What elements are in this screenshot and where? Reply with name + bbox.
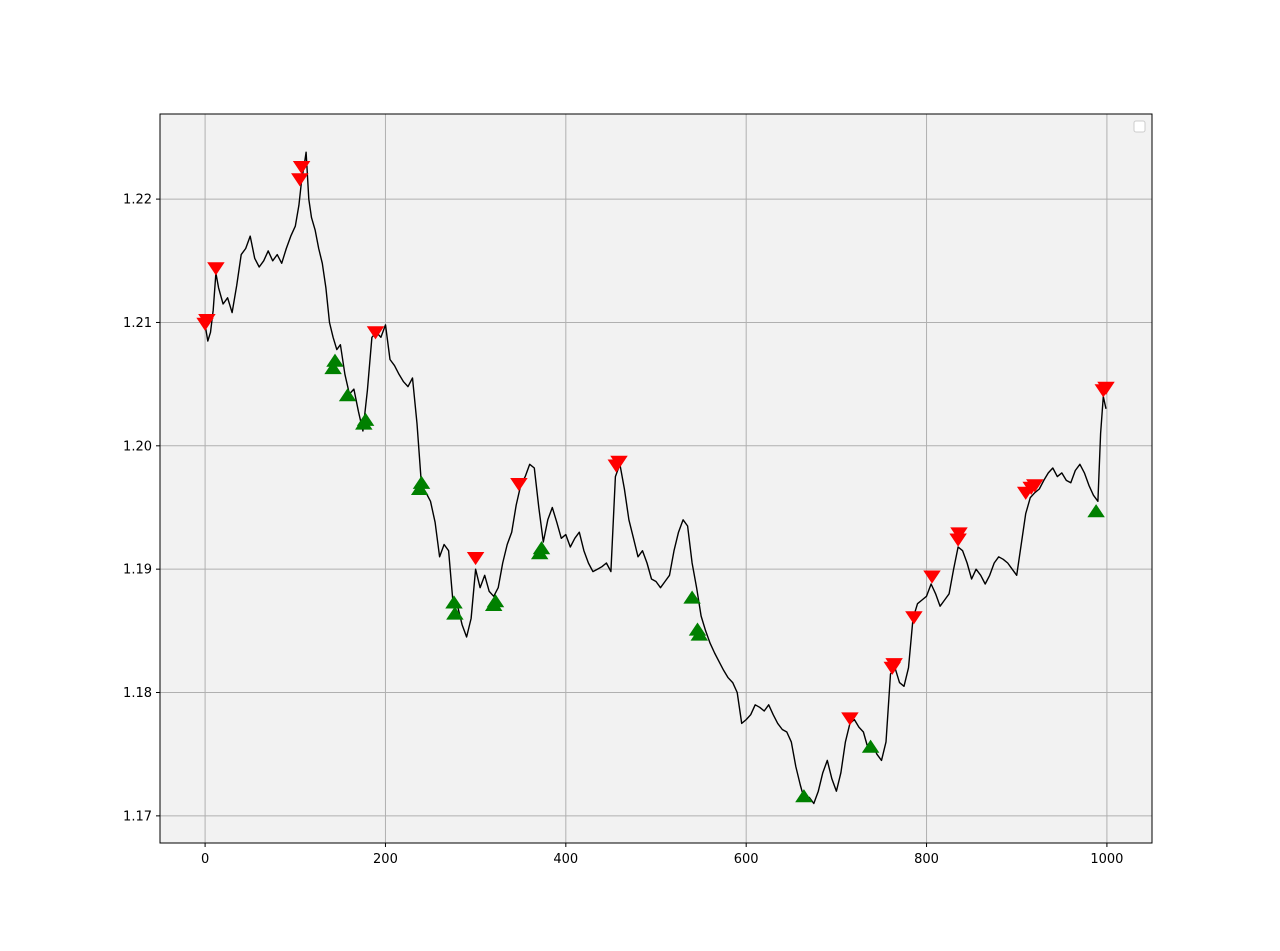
sell-signal-marker [466,552,485,566]
buy-signal-marker [324,360,342,375]
y-tick-label: 1.20 [123,439,152,454]
sell-signal-marker [510,477,528,492]
sell-signal-marker [198,313,216,328]
sell-signal-marker [905,611,923,625]
buy-signal-marker [338,388,357,402]
x-tick-label: 600 [734,852,759,867]
sell-signal-marker [610,455,628,469]
buy-signal-marker [486,594,505,608]
buy-signal-marker [356,412,375,426]
buy-signal-marker [446,606,464,620]
buy-signal-marker [1087,504,1105,518]
plot-background [160,114,1152,843]
sell-signal-marker [923,570,941,584]
plot-frame [159,113,1153,844]
sell-signal-marker [366,326,385,340]
y-tick-label: 1.18 [123,686,152,701]
x-tick-label: 1000 [1090,852,1123,867]
sell-signal-marker [207,262,225,276]
sell-signal-marker [950,527,968,541]
y-tick-label: 1.22 [123,193,152,208]
x-tick-label: 200 [373,852,398,867]
sell-signal-marker [1097,381,1115,395]
price-line [204,151,1107,805]
sell-signal-marker [291,173,309,187]
sell-signal-marker [1026,479,1044,493]
buy-signal-marker [412,475,431,489]
x-tick-label: 400 [553,852,578,867]
sell-signal-marker [292,160,311,175]
x-tick-label: 0 [201,852,209,867]
grid-lines [160,114,1152,843]
x-tick-label: 800 [914,852,939,867]
legend-box[interactable] [1133,120,1146,133]
y-tick-label: 1.19 [123,563,152,578]
buy-signal-marker [683,590,701,604]
sell-signal-marker [885,658,903,672]
buy-signal-marker [326,353,344,367]
buy-signal-marker [795,789,813,803]
axis-ticks: 0 200 400 600 800 1000 1.17 1.18 1.19 1.20 1.21 1.2… [123,193,1123,867]
buy-signal-marker [690,627,709,641]
y-tick-label: 1.17 [123,809,152,824]
sell-signal-marker [841,712,859,726]
buy-signal-marker [532,541,551,555]
plot-area [196,151,1115,805]
buy-signal-marker [861,739,880,753]
y-tick-label: 1.21 [123,316,152,331]
